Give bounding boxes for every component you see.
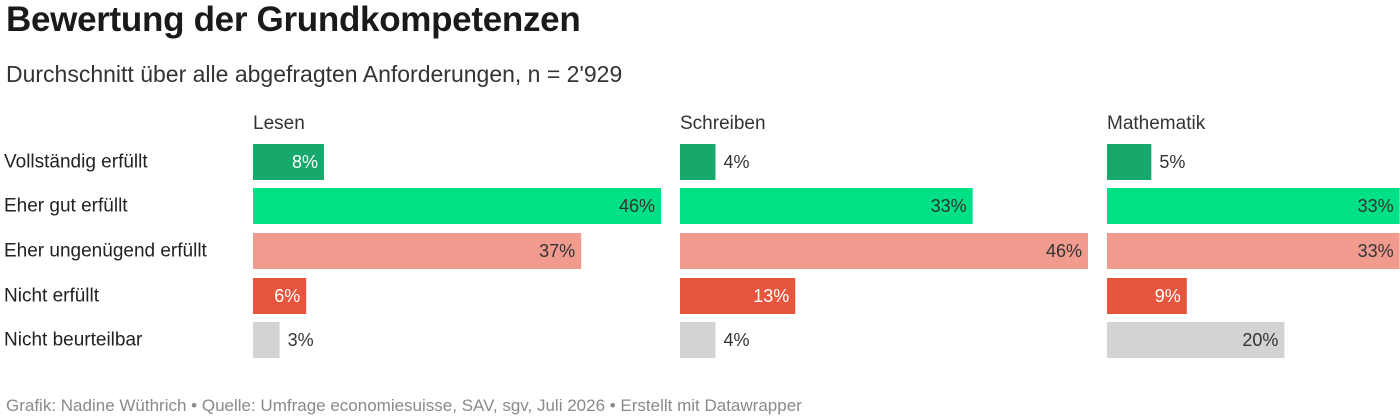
value-label-lesen-eher-ungenuegend-erfuellt: 37% (539, 241, 575, 261)
bar-schreiben-eher-gut-erfuellt (680, 188, 973, 224)
value-label-schreiben-eher-gut-erfuellt: 33% (931, 196, 967, 216)
value-label-schreiben-vollstaendig-erfuellt: 4% (723, 152, 749, 172)
bar-schreiben-nicht-beurteilbar (680, 322, 716, 358)
panel-title-mathematik: Mathematik (1107, 113, 1206, 134)
bar-schreiben-nicht-erfuellt (680, 278, 796, 314)
panel-title-lesen: Lesen (253, 113, 305, 134)
value-label-mathematik-eher-ungenuegend-erfuellt: 33% (1358, 241, 1394, 261)
bar-lesen-nicht-erfuellt (253, 278, 307, 314)
bar-lesen-vollstaendig-erfuellt (253, 144, 324, 180)
value-label-mathematik-nicht-erfuellt: 9% (1155, 286, 1181, 306)
bar-lesen-eher-gut-erfuellt (253, 188, 661, 224)
bar-mathematik-eher-gut-erfuellt (1107, 188, 1400, 224)
chart-title: Bewertung der Grundkompetenzen (6, 0, 581, 39)
value-label-schreiben-nicht-erfuellt: 13% (753, 286, 789, 306)
bar-schreiben-vollstaendig-erfuellt (680, 144, 716, 180)
value-label-lesen-nicht-erfuellt: 6% (274, 286, 300, 306)
bar-mathematik-nicht-beurteilbar (1107, 322, 1285, 358)
bar-mathematik-vollstaendig-erfuellt (1107, 144, 1152, 180)
row-label-eher-ungenuegend-erfuellt: Eher ungenügend erfüllt (4, 241, 208, 262)
value-label-mathematik-eher-gut-erfuellt: 33% (1358, 196, 1394, 216)
bar-lesen-nicht-beurteilbar (253, 322, 280, 358)
value-label-lesen-vollstaendig-erfuellt: 8% (292, 152, 318, 172)
value-label-mathematik-vollstaendig-erfuellt: 5% (1159, 152, 1185, 172)
panel-title-schreiben: Schreiben (680, 113, 766, 134)
bar-lesen-eher-ungenuegend-erfuellt (253, 233, 582, 269)
value-label-mathematik-nicht-beurteilbar: 20% (1242, 330, 1278, 350)
row-label-vollstaendig-erfuellt: Vollständig erfüllt (4, 152, 148, 173)
value-label-lesen-eher-gut-erfuellt: 46% (619, 196, 655, 216)
row-label-nicht-beurteilbar: Nicht beurteilbar (4, 330, 143, 351)
bar-mathematik-eher-ungenuegend-erfuellt (1107, 233, 1400, 269)
chart-subtitle: Durchschnitt über alle abgefragten Anfor… (6, 61, 623, 87)
row-label-eher-gut-erfuellt: Eher gut erfüllt (4, 196, 128, 217)
bar-schreiben-eher-ungenuegend-erfuellt (680, 233, 1088, 269)
bar-mathematik-nicht-erfuellt (1107, 278, 1187, 314)
value-label-schreiben-eher-ungenuegend-erfuellt: 46% (1046, 241, 1082, 261)
row-label-nicht-erfuellt: Nicht erfüllt (4, 286, 100, 307)
chart-footer: Grafik: Nadine Wüthrich • Quelle: Umfrag… (6, 396, 802, 415)
value-label-lesen-nicht-beurteilbar: 3% (288, 330, 314, 350)
value-label-schreiben-nicht-beurteilbar: 4% (723, 330, 749, 350)
